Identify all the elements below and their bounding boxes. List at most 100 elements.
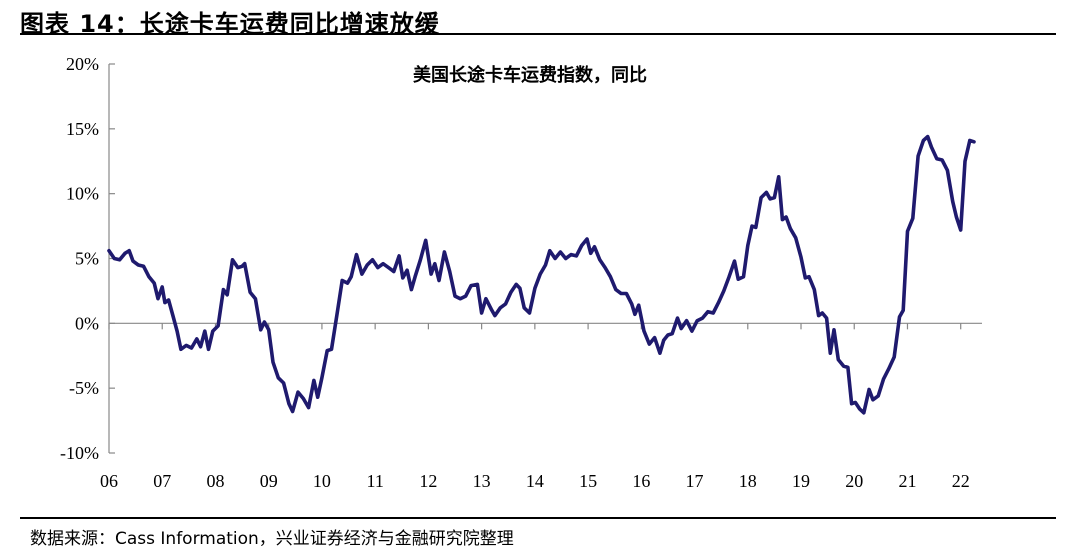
- data-point: [777, 175, 781, 179]
- data-point: [742, 275, 745, 279]
- data-point: [750, 224, 754, 228]
- data-point: [160, 285, 164, 289]
- data-point: [842, 364, 845, 368]
- footer-rule: [20, 517, 1056, 519]
- data-point: [282, 381, 285, 385]
- data-point: [685, 319, 688, 323]
- data-point: [784, 215, 788, 219]
- data-point: [528, 311, 531, 315]
- data-point: [376, 266, 380, 269]
- data-point: [959, 228, 963, 232]
- data-point: [963, 159, 967, 163]
- data-point: [419, 258, 422, 262]
- header: 图表 14：长途卡车运费同比增速放缓: [20, 0, 1060, 38]
- data-point: [413, 275, 417, 279]
- y-tick-label: 20%: [66, 54, 99, 74]
- data-point: [480, 311, 483, 315]
- data-point: [167, 298, 171, 302]
- data-point: [349, 275, 353, 279]
- data-point: [424, 238, 428, 242]
- data-point: [727, 275, 731, 279]
- x-tick-label: 09: [260, 471, 278, 491]
- data-point: [625, 292, 628, 295]
- x-tick-label: 18: [739, 471, 757, 491]
- data-point: [887, 367, 891, 371]
- data-point: [820, 311, 824, 315]
- data-point: [518, 286, 522, 290]
- data-point: [746, 244, 750, 247]
- data-point: [484, 297, 488, 301]
- data-point: [211, 329, 215, 333]
- data-point: [216, 324, 220, 328]
- chart-container: 美国长途卡车运费指数，同比 -10% -5% 0% 5% 10% 15% 20% 06 07 08…: [0, 36, 1080, 506]
- y-tick-label: -5%: [69, 378, 99, 398]
- data-point: [360, 272, 364, 276]
- data-point: [781, 218, 784, 222]
- data-point: [325, 349, 329, 352]
- data-point: [619, 292, 623, 295]
- data-point: [850, 402, 853, 406]
- data-point: [773, 196, 776, 200]
- data-point: [207, 347, 210, 351]
- data-point: [789, 227, 792, 231]
- data-point: [765, 191, 768, 194]
- data-point: [794, 236, 798, 240]
- data-point: [147, 275, 151, 279]
- data-point: [662, 338, 666, 342]
- data-point: [243, 262, 247, 266]
- data-point: [107, 249, 111, 253]
- data-point: [642, 329, 646, 333]
- data-point: [231, 258, 234, 262]
- data-point: [589, 251, 593, 255]
- data-point: [291, 410, 294, 413]
- x-tick-label: 20: [845, 471, 863, 491]
- data-point: [553, 257, 557, 260]
- data-point: [670, 332, 674, 336]
- data-point: [509, 290, 513, 294]
- x-tick-label: 12: [419, 471, 437, 491]
- data-point: [598, 258, 602, 262]
- y-tick-label: 5%: [75, 249, 99, 269]
- data-point: [935, 157, 939, 161]
- data-point: [803, 276, 807, 280]
- data-point: [911, 216, 915, 220]
- data-point: [871, 398, 875, 402]
- x-tick-label: 17: [686, 471, 704, 491]
- data-point: [316, 395, 320, 399]
- data-point: [799, 255, 803, 259]
- data-point: [199, 345, 203, 349]
- data-point: [225, 293, 229, 297]
- data-point: [575, 254, 578, 258]
- data-point: [836, 358, 840, 361]
- data-point: [458, 297, 462, 301]
- x-tick-label: 14: [526, 471, 544, 491]
- chart-title: 美国长途卡车运费指数，同比: [413, 64, 647, 86]
- data-point: [118, 258, 121, 262]
- data-point: [759, 196, 763, 200]
- data-point: [287, 402, 291, 406]
- data-point: [254, 297, 257, 301]
- data-point: [658, 351, 662, 355]
- data-point: [916, 154, 920, 158]
- data-point: [807, 275, 811, 279]
- data-point: [853, 401, 857, 404]
- data-point: [690, 329, 694, 333]
- data-point: [346, 281, 349, 285]
- data-point: [867, 388, 871, 391]
- data-point: [946, 168, 949, 172]
- data-point: [972, 140, 976, 144]
- data-point: [736, 277, 740, 281]
- data-point: [955, 215, 958, 219]
- data-point: [127, 249, 131, 253]
- data-point: [387, 266, 390, 269]
- data-point: [968, 139, 972, 142]
- x-tick-label: 10: [313, 471, 331, 491]
- x-tick-label: 08: [206, 471, 224, 491]
- data-point: [926, 135, 930, 138]
- data-point: [222, 288, 225, 291]
- data-point: [410, 288, 413, 291]
- data-point: [630, 302, 634, 306]
- data-point: [679, 327, 683, 330]
- data-point: [171, 314, 175, 317]
- data-point: [722, 289, 726, 293]
